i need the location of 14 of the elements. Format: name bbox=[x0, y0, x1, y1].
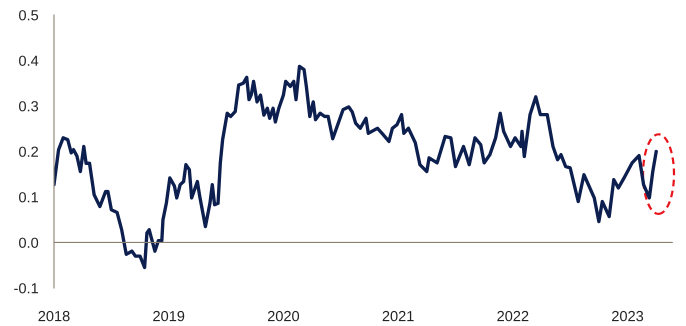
y-tick-label: 0.3 bbox=[19, 101, 38, 112]
x-tick-label: 2022 bbox=[497, 310, 528, 322]
y-tick-label: 0.4 bbox=[19, 56, 38, 66]
x-tick-label: 2019 bbox=[153, 310, 184, 322]
x-tick-label: 2021 bbox=[382, 310, 414, 322]
x-tick-label: 2020 bbox=[268, 310, 300, 322]
y-tick-label: 0.2 bbox=[19, 146, 38, 157]
y-tick-label: -0.1 bbox=[14, 283, 38, 294]
y-tick-label: 0.1 bbox=[19, 192, 38, 202]
y-tick-label: 0.0 bbox=[19, 238, 38, 248]
line-series bbox=[54, 64, 658, 270]
x-tick-label: 2018 bbox=[38, 310, 70, 322]
x-tick-label: 2023 bbox=[612, 310, 644, 322]
y-tick-label: 0.5 bbox=[19, 10, 38, 20]
